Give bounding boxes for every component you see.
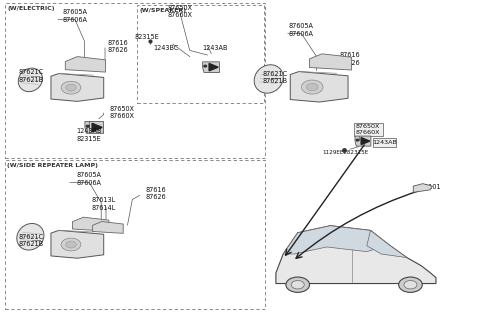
- Bar: [4, 3, 265, 158]
- Polygon shape: [93, 222, 123, 233]
- Text: 87605A
87606A: 87605A 87606A: [62, 9, 87, 23]
- Polygon shape: [276, 226, 436, 284]
- Text: 1243BC: 1243BC: [153, 45, 179, 51]
- Circle shape: [356, 139, 359, 141]
- Circle shape: [286, 277, 310, 292]
- Polygon shape: [203, 62, 219, 72]
- Ellipse shape: [18, 68, 43, 92]
- Ellipse shape: [254, 65, 283, 93]
- Text: 87616
87626: 87616 87626: [146, 187, 167, 200]
- Circle shape: [86, 125, 89, 127]
- Polygon shape: [85, 121, 104, 133]
- Text: (W/ELECTRIC): (W/ELECTRIC): [7, 6, 55, 11]
- Text: 82315E: 82315E: [134, 34, 159, 40]
- Polygon shape: [51, 230, 104, 258]
- Circle shape: [306, 83, 318, 91]
- Text: 87621C
87621B: 87621C 87621B: [263, 71, 288, 85]
- Polygon shape: [310, 54, 351, 70]
- Polygon shape: [283, 226, 389, 254]
- Text: 1243AB: 1243AB: [372, 140, 397, 145]
- Text: (W/SIDE REPEATER LAMP): (W/SIDE REPEATER LAMP): [7, 163, 98, 168]
- Text: 87621C
87621B: 87621C 87621B: [19, 234, 44, 247]
- Circle shape: [301, 80, 323, 94]
- Text: 87613L
87614L: 87613L 87614L: [92, 197, 116, 211]
- Polygon shape: [51, 74, 104, 101]
- Text: 87621C
87621B: 87621C 87621B: [19, 70, 44, 83]
- Polygon shape: [367, 231, 407, 258]
- Bar: [4, 160, 265, 309]
- Text: 1243AB
82315E: 1243AB 82315E: [76, 129, 102, 142]
- Text: 87650X
87660X: 87650X 87660X: [356, 124, 381, 135]
- Circle shape: [66, 241, 76, 248]
- Bar: [373, 138, 396, 147]
- Bar: [137, 5, 264, 103]
- Polygon shape: [413, 184, 432, 192]
- Text: 87650X
87660X: 87650X 87660X: [168, 4, 192, 18]
- Polygon shape: [72, 217, 109, 231]
- Text: 87616
87626: 87616 87626: [108, 40, 128, 53]
- Text: 1129EEE82315E: 1129EEE82315E: [322, 150, 369, 155]
- Circle shape: [399, 277, 422, 292]
- Text: 87650X
87660X: 87650X 87660X: [109, 106, 134, 119]
- Text: 85101: 85101: [420, 184, 441, 190]
- Text: 1243AB: 1243AB: [203, 45, 228, 51]
- Circle shape: [66, 84, 76, 91]
- Circle shape: [404, 280, 417, 289]
- Circle shape: [291, 280, 304, 289]
- Bar: [354, 123, 383, 136]
- Text: 87605A
87606A: 87605A 87606A: [289, 23, 314, 37]
- Circle shape: [61, 238, 81, 251]
- Polygon shape: [92, 123, 102, 132]
- Text: 87616
87626: 87616 87626: [340, 52, 360, 66]
- Polygon shape: [65, 56, 106, 72]
- Polygon shape: [209, 63, 218, 71]
- Text: 87605A
87606A: 87605A 87606A: [77, 172, 102, 186]
- Ellipse shape: [17, 223, 44, 250]
- Polygon shape: [355, 136, 371, 146]
- Polygon shape: [361, 138, 370, 144]
- Polygon shape: [290, 71, 348, 102]
- Circle shape: [204, 65, 206, 67]
- Text: (W/SPEAKER): (W/SPEAKER): [140, 8, 187, 13]
- Circle shape: [61, 81, 81, 94]
